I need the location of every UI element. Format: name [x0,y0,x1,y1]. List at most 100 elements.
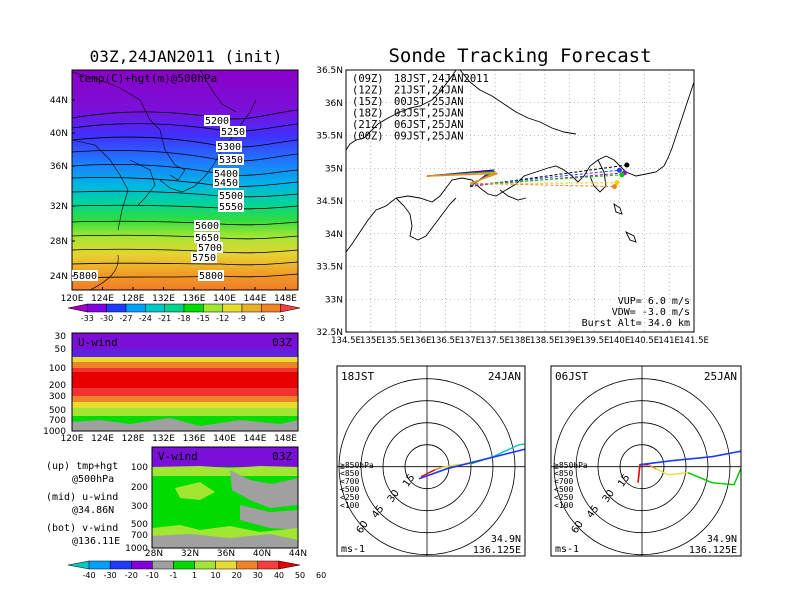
note-line: (up) tmp+hgt [46,461,118,472]
lat-tick-label: 44N [289,549,307,559]
colorbar-swatch [145,303,165,313]
lon-tick-label: 136E [183,294,206,304]
contour-label-bg [191,252,217,263]
contour-label-bg [216,141,242,152]
profile-segment [639,450,741,466]
contour-label-bg [197,242,223,253]
v-wind-lat-ticks: 28N 32N 36N 40N 44N [145,549,307,559]
colorbar-swatch [257,560,280,570]
colorbar-tick: -20 [125,571,138,580]
lat-tick-label: 34N [325,230,343,240]
colorbar-swatch [67,303,88,313]
hodograph-unit: ms-1 [555,544,579,555]
colorbar-swatch [215,560,237,570]
colorbar-tick: -12 [216,314,229,323]
legend-code: (09Z) [352,73,384,85]
colorbar-tick: 40 [274,571,284,580]
legend-text: 00JST,25JAN [394,96,464,108]
legend-text: 18JST,24JAN2011 [394,73,489,85]
colorbar-tick: -15 [197,314,210,323]
level-legend: <850 [340,469,359,478]
pressure-tick-label: 500 [131,520,148,530]
profile-segment [420,469,436,478]
profile-segment [434,467,442,471]
contour-label: 5300 [217,142,241,153]
temp-map-lat-ticks: 44N 40N 36N 32N 28N 24N [50,96,75,282]
lon-tick-label: 140E [213,434,236,444]
lon-tick-label: 134.5E [331,336,361,346]
pressure-tick-label: 1000 [43,427,66,437]
lat-tick-label: 32N [181,549,199,559]
hodograph-frame [550,365,742,557]
contour-label: 5350 [219,155,243,166]
note-line: (mid) u-wind [46,492,118,503]
legend-text: 21JST,24JAN [394,85,464,97]
colorbar-tick: -18 [177,314,190,323]
v-wind-label: V-wind [158,450,198,463]
legend-code: (18Z) [352,108,384,120]
legend-code: (12Z) [352,85,384,97]
descent-track [470,182,617,185]
colorbar-swatch [203,303,223,313]
contour-label-bg [218,190,244,201]
colorbar-swatch [183,303,204,313]
map-coastlines [346,70,694,253]
lon-tick-label: 141.5E [679,336,709,346]
lon-tick-label: 137.5E [480,336,510,346]
lat-tick-label: 40N [253,549,271,559]
level-legend: <100 [554,501,573,510]
label-bg [340,369,377,383]
note-line: @136.11E [72,536,120,547]
hodograph-lon: 136.125E [689,545,737,556]
colorbar-swatch [106,303,127,313]
contour-label: 5600 [195,221,219,232]
legend-code: (15Z) [352,96,384,108]
lat-tick-label: 35N [325,164,343,174]
legend-text: 03JST,25JAN [394,108,464,120]
colorbar-tick: -21 [158,314,171,323]
pressure-tick-label: 200 [49,381,66,391]
lon-tick-label: 120E [61,434,84,444]
contour-label: 5800 [73,271,97,282]
pressure-tick-label: 300 [131,502,148,512]
lat-tick-label: 36N [217,549,235,559]
colorbar-tick: -6 [257,314,265,323]
lat-tick-label: 36N [325,99,343,109]
colorbar-tick: -3 [277,314,285,323]
hodograph-bg [551,366,741,556]
lat-tick-label: 36N [50,162,68,172]
contour-label: 5200 [205,116,229,127]
level-legend: <250 [340,493,359,502]
colorbar-swatch [131,560,153,570]
label-bg [554,369,591,383]
lon-tick-label: 140E [213,294,236,304]
lat-tick-label: 28N [145,549,163,559]
lon-tick-label: 140.5E [629,336,659,346]
pressure-tick-label: 1000 [125,544,148,554]
colorbar-tick: -24 [139,314,152,323]
profile-segment [647,464,657,470]
pressure-tick-label: 50 [55,345,67,355]
colorbar-swatch [280,303,301,313]
contour-label-bg [204,115,230,126]
lat-tick-label: 34.5N [316,197,343,207]
hodograph-label: 06JST [555,370,588,383]
lon-tick-label: 139E [559,336,581,346]
contour-label: 5800 [199,271,223,282]
profile-segment [746,453,762,457]
forecast-tracks [426,162,630,190]
contour-label: 5700 [198,243,222,254]
lon-tick-label: 124E [91,434,114,444]
level-legend: ≧850hPa [554,461,588,470]
left-title: 03Z,24JAN2011 (init) [90,47,283,66]
right-title: Sonde Tracking Forecast [388,45,651,67]
landing-point [624,162,630,168]
contour-label: 5400 [214,169,238,180]
contour-label-bg [213,177,239,188]
sonde-parameter: Burst Alt= 34.0 km [582,318,690,329]
colorbar-swatch [67,560,90,570]
